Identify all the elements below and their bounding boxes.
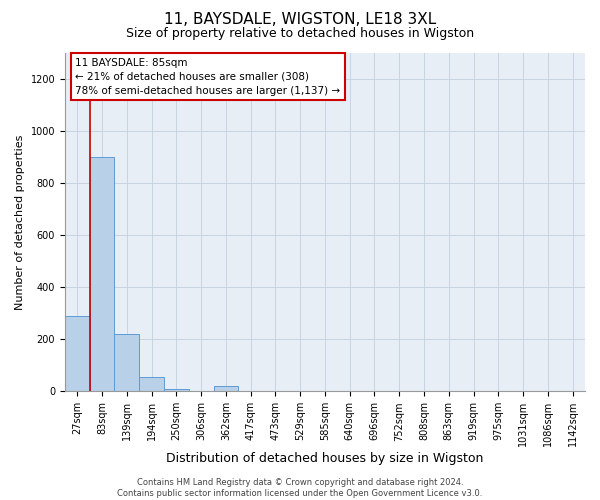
- Bar: [115, 334, 139, 392]
- Y-axis label: Number of detached properties: Number of detached properties: [15, 134, 25, 310]
- Bar: [89, 157, 115, 392]
- Text: 11 BAYSDALE: 85sqm
← 21% of detached houses are smaller (308)
78% of semi-detach: 11 BAYSDALE: 85sqm ← 21% of detached hou…: [76, 58, 340, 96]
- Bar: [214, 386, 238, 392]
- Text: 11, BAYSDALE, WIGSTON, LE18 3XL: 11, BAYSDALE, WIGSTON, LE18 3XL: [164, 12, 436, 28]
- Text: Size of property relative to detached houses in Wigston: Size of property relative to detached ho…: [126, 28, 474, 40]
- Text: Contains HM Land Registry data © Crown copyright and database right 2024.
Contai: Contains HM Land Registry data © Crown c…: [118, 478, 482, 498]
- X-axis label: Distribution of detached houses by size in Wigston: Distribution of detached houses by size …: [166, 452, 484, 465]
- Bar: [65, 316, 89, 392]
- Bar: [139, 377, 164, 392]
- Bar: [164, 388, 189, 392]
